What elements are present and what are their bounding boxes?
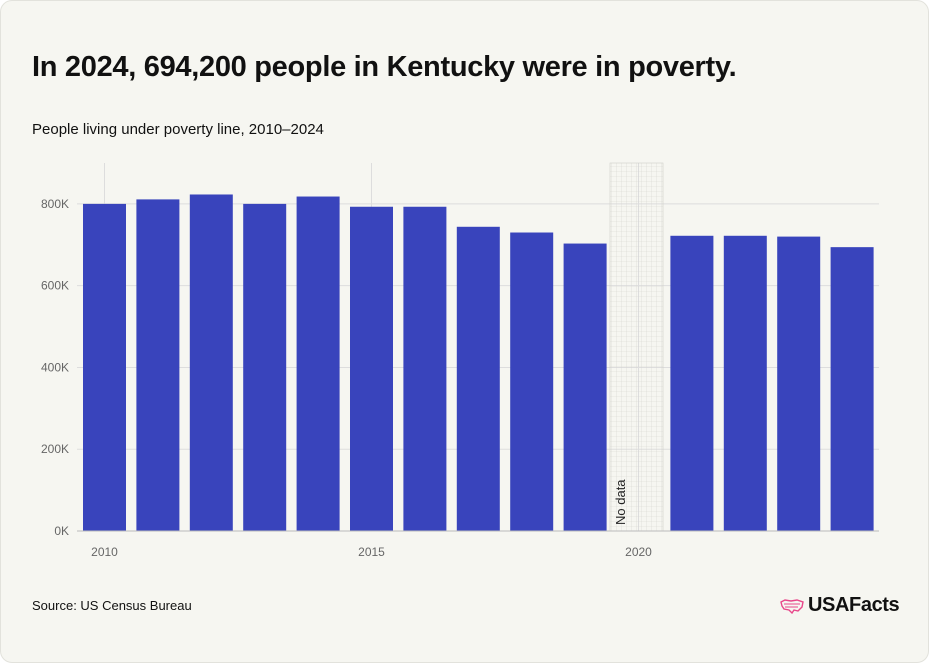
bar-2012 [189,194,233,532]
no-data-region [609,162,664,532]
chart-subtitle: People living under poverty line, 2010–2… [32,121,324,138]
bar-2013 [243,203,287,531]
bar-2023 [777,236,821,531]
y-tick-label: 600K [41,279,69,293]
bar-2015 [350,206,393,532]
bar-2016 [403,206,447,532]
chart-title: In 2024, 694,200 people in Kentucky were… [32,51,737,83]
bar-2017 [456,226,500,531]
bar-2010 [83,203,126,531]
bar-chart: No data 0K 200K 400K 600K 800K 2010 2015 2020 [41,162,879,559]
y-tick-label: 0K [54,524,69,538]
y-tick-label: 200K [41,442,69,456]
x-tick-label: 2015 [358,545,385,559]
no-data-label: No data [613,479,628,525]
x-tick-label: 2010 [91,545,118,559]
bar-2018 [510,232,554,531]
bar-2022 [723,235,767,531]
brand-name: USAFacts [808,594,900,616]
x-tick-label: 2020 [625,545,652,559]
bar-2019 [563,243,607,531]
brand-logo[interactable]: USAFacts [780,594,900,617]
bar-2024 [830,247,874,531]
bar-2014 [296,196,340,532]
y-tick-label: 400K [41,360,69,374]
bar-2021 [670,235,714,531]
y-tick-label: 800K [41,197,69,211]
us-map-flag-icon [780,598,804,614]
source-note: Source: US Census Bureau [32,598,192,613]
bar-2011 [136,199,180,531]
